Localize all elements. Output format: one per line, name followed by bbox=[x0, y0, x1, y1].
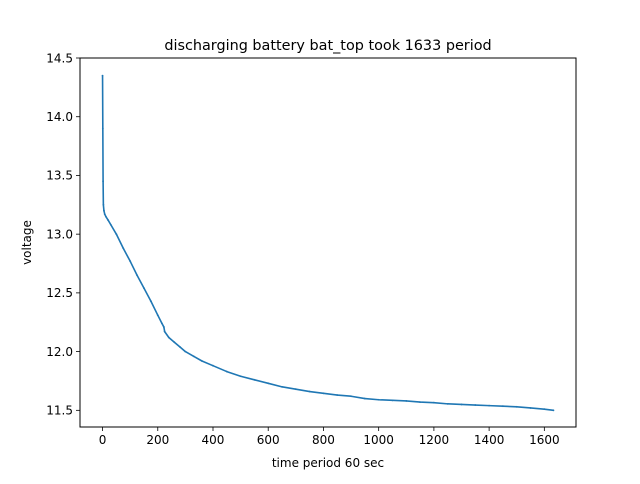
data-point bbox=[225, 370, 228, 373]
data-point bbox=[322, 392, 325, 395]
x-tick-label: 200 bbox=[146, 433, 169, 447]
chart-title: discharging battery bat_top took 1633 pe… bbox=[164, 38, 491, 54]
data-point bbox=[102, 180, 104, 183]
series-layer bbox=[101, 74, 555, 412]
data-point bbox=[122, 247, 125, 250]
data-point bbox=[460, 403, 463, 406]
data-point bbox=[267, 382, 270, 385]
x-tick-label: 1600 bbox=[529, 433, 560, 447]
data-point bbox=[156, 314, 159, 317]
data-point bbox=[363, 397, 366, 400]
data-point bbox=[192, 355, 195, 358]
data-point bbox=[377, 398, 380, 401]
y-axis-label: voltage bbox=[20, 220, 34, 265]
data-point bbox=[502, 405, 504, 408]
data-point bbox=[173, 341, 176, 344]
x-tick-label: 0 bbox=[99, 433, 107, 447]
data-point bbox=[474, 404, 477, 406]
data-point bbox=[350, 395, 352, 398]
y-tick-label: 14.5 bbox=[46, 51, 73, 65]
x-tick-label: 800 bbox=[312, 433, 335, 447]
data-point bbox=[253, 378, 256, 381]
data-point bbox=[308, 390, 311, 393]
y-tick-label: 12.5 bbox=[46, 286, 73, 300]
data-point bbox=[136, 274, 138, 277]
data-point bbox=[161, 322, 163, 325]
data-point bbox=[552, 409, 555, 412]
data-point bbox=[104, 215, 107, 218]
x-tick-label: 1200 bbox=[419, 433, 450, 447]
x-tick-label: 600 bbox=[257, 433, 280, 447]
data-point bbox=[102, 203, 105, 206]
data-point bbox=[115, 233, 118, 236]
data-point bbox=[239, 375, 242, 378]
data-point bbox=[419, 401, 421, 403]
data-point bbox=[432, 401, 435, 404]
data-point bbox=[162, 326, 165, 328]
data-point bbox=[101, 74, 104, 77]
x-axis-ticks: 0 200 400 600 800 1000 1200 1400 1600 bbox=[99, 427, 560, 447]
data-point bbox=[103, 209, 105, 212]
y-axis-ticks: 11.5 12.0 12.5 13.0 13.5 14.0 14.5 bbox=[46, 51, 80, 418]
y-tick-label: 11.5 bbox=[46, 404, 73, 418]
data-point bbox=[336, 394, 339, 396]
data-point bbox=[149, 300, 152, 302]
data-point bbox=[212, 364, 214, 367]
y-tick-label: 12.0 bbox=[46, 345, 73, 359]
plot-frame bbox=[79, 57, 577, 428]
y-tick-label: 14.0 bbox=[46, 110, 73, 124]
data-point bbox=[178, 346, 181, 348]
data-point bbox=[446, 402, 449, 405]
data-point bbox=[543, 408, 546, 411]
data-point bbox=[391, 399, 394, 402]
data-point bbox=[184, 350, 187, 353]
data-point bbox=[515, 405, 518, 408]
data-point bbox=[163, 330, 166, 333]
x-axis-label: time period 60 sec bbox=[272, 456, 384, 470]
x-tick-label: 400 bbox=[202, 433, 225, 447]
y-tick-label: 13.0 bbox=[46, 227, 73, 241]
data-point bbox=[529, 407, 532, 409]
x-tick-label: 1000 bbox=[363, 433, 394, 447]
data-point bbox=[405, 400, 408, 402]
data-point bbox=[129, 260, 132, 263]
data-point bbox=[109, 223, 112, 226]
data-point bbox=[488, 404, 491, 407]
data-point bbox=[281, 385, 283, 388]
data-point bbox=[294, 388, 297, 391]
data-point bbox=[103, 213, 106, 216]
x-tick-label: 1400 bbox=[474, 433, 505, 447]
data-point bbox=[143, 287, 145, 290]
y-tick-label: 13.5 bbox=[46, 169, 73, 183]
plot-area bbox=[80, 58, 576, 427]
data-point bbox=[167, 336, 170, 339]
data-point bbox=[107, 219, 109, 221]
data-point bbox=[201, 360, 203, 362]
data-point bbox=[101, 127, 104, 130]
